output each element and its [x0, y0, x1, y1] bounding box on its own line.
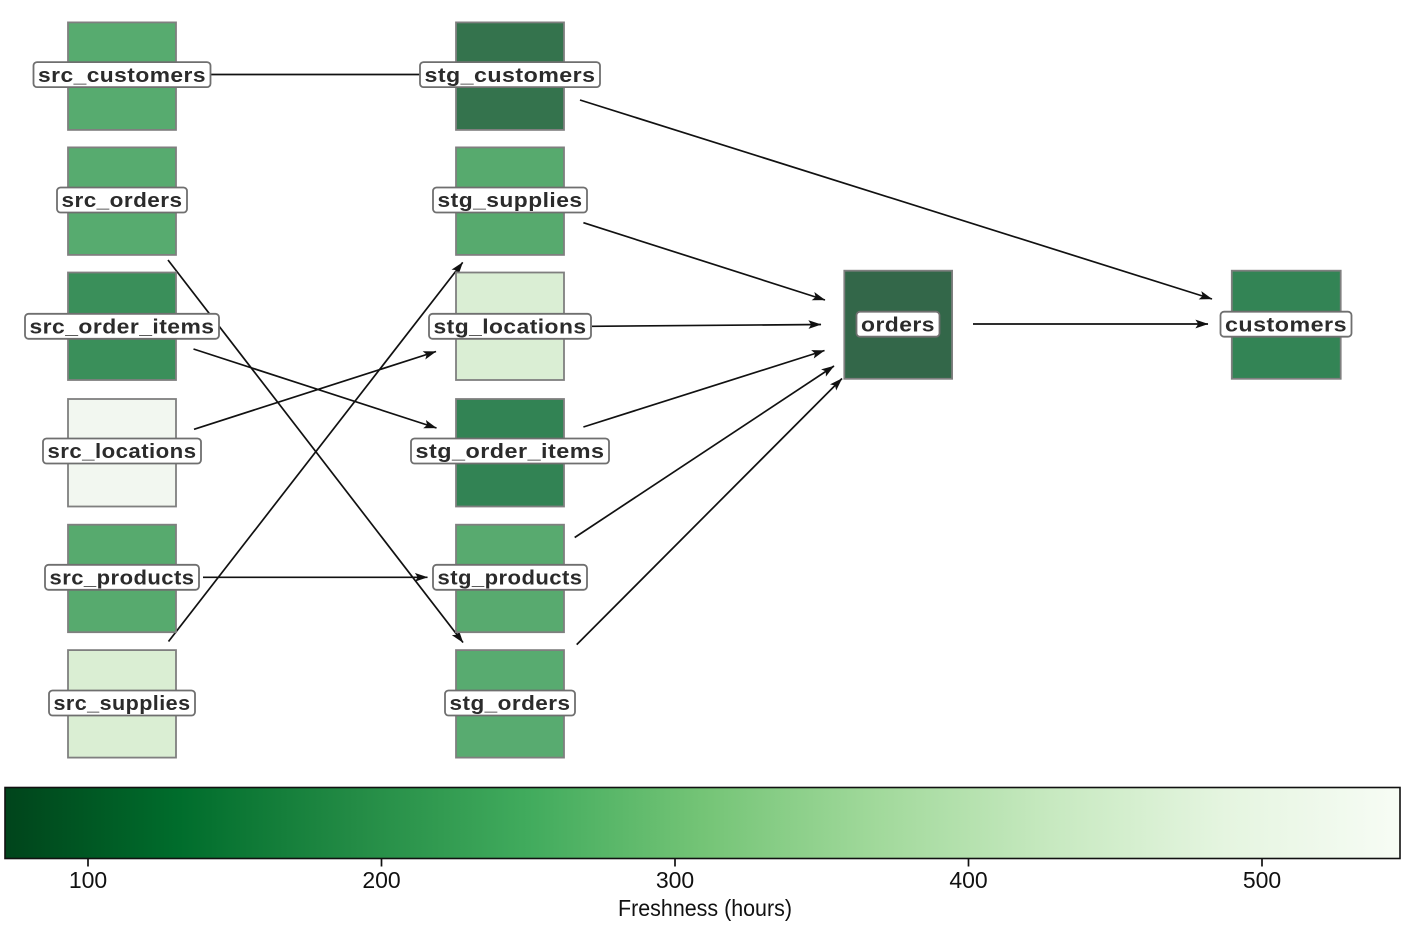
svg-text:customers: customers: [1225, 314, 1347, 336]
svg-text:src_order_items: src_order_items: [30, 317, 215, 339]
svg-text:stg_products: stg_products: [438, 568, 583, 590]
svg-text:orders: orders: [861, 314, 935, 336]
svg-text:stg_locations: stg_locations: [434, 317, 587, 339]
svg-text:300: 300: [656, 867, 694, 893]
svg-text:stg_order_items: stg_order_items: [416, 441, 605, 463]
svg-text:400: 400: [949, 867, 987, 893]
svg-text:stg_supplies: stg_supplies: [438, 190, 583, 212]
svg-text:src_products: src_products: [50, 568, 195, 590]
svg-text:src_orders: src_orders: [62, 190, 183, 212]
svg-text:src_customers: src_customers: [38, 65, 206, 87]
svg-text:src_locations: src_locations: [48, 441, 197, 463]
svg-text:stg_customers: stg_customers: [425, 65, 596, 87]
svg-text:src_supplies: src_supplies: [54, 693, 191, 715]
svg-text:stg_orders: stg_orders: [450, 693, 571, 715]
svg-text:Freshness (hours): Freshness (hours): [618, 895, 792, 921]
svg-text:100: 100: [69, 867, 107, 893]
svg-text:200: 200: [362, 867, 400, 893]
svg-text:500: 500: [1243, 867, 1281, 893]
